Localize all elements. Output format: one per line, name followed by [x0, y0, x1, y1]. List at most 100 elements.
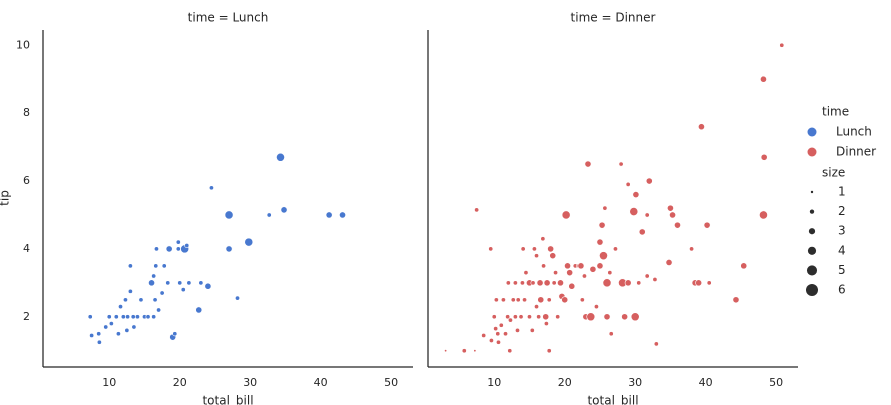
- point: [557, 279, 564, 287]
- x-tick-label: 50: [769, 376, 783, 389]
- point: [165, 280, 171, 286]
- point: [493, 297, 499, 303]
- x-tick-label: 40: [699, 376, 713, 389]
- x-tick-label: 40: [314, 376, 328, 389]
- point: [488, 246, 494, 252]
- point: [505, 280, 511, 286]
- point: [276, 152, 285, 162]
- panel-title: time = Lunch: [188, 11, 269, 25]
- x-axis-label: total_bill: [587, 394, 638, 405]
- point: [759, 210, 768, 220]
- point: [153, 263, 159, 269]
- point: [530, 280, 536, 286]
- point: [553, 270, 559, 276]
- point: [698, 123, 705, 131]
- point: [491, 314, 497, 320]
- point: [152, 297, 158, 303]
- point: [546, 348, 552, 354]
- legend-label: 6: [838, 283, 846, 297]
- y-tick-label: 8: [23, 106, 30, 119]
- point: [500, 297, 506, 303]
- point: [175, 246, 181, 252]
- point: [165, 245, 173, 253]
- legend-label: 4: [838, 243, 846, 257]
- point: [703, 221, 711, 229]
- point: [531, 246, 537, 252]
- point: [186, 280, 192, 286]
- point: [493, 326, 499, 332]
- point: [125, 314, 131, 320]
- legend-label: 1: [838, 185, 846, 199]
- point: [96, 339, 102, 345]
- point: [608, 331, 614, 337]
- legend-title: size: [822, 166, 845, 180]
- point: [732, 296, 740, 304]
- point: [549, 252, 557, 260]
- legend-size-marker: [808, 228, 816, 235]
- legend-marker: [807, 127, 817, 137]
- point: [151, 273, 157, 279]
- point: [507, 317, 513, 323]
- point: [225, 245, 233, 253]
- point: [638, 228, 646, 236]
- point: [124, 327, 130, 333]
- point: [507, 348, 513, 354]
- point: [561, 210, 571, 220]
- point: [122, 297, 128, 303]
- point: [645, 177, 653, 185]
- point: [522, 297, 528, 303]
- point: [89, 332, 95, 338]
- point: [543, 279, 551, 287]
- point: [607, 270, 613, 276]
- x-tick-label: 50: [384, 376, 398, 389]
- point: [598, 221, 606, 229]
- point: [546, 297, 552, 303]
- point: [339, 211, 346, 219]
- point: [115, 331, 121, 337]
- point: [505, 314, 511, 320]
- x-tick-label: 20: [173, 376, 187, 389]
- point: [204, 282, 212, 290]
- point: [740, 262, 748, 270]
- y-tick-label: 10: [16, 38, 30, 51]
- point: [586, 312, 596, 322]
- point: [551, 280, 557, 286]
- legend-size-marker: [810, 190, 814, 194]
- x-tick-label: 30: [628, 376, 642, 389]
- point: [603, 313, 611, 321]
- point: [198, 280, 204, 286]
- x-tick-label: 30: [243, 376, 257, 389]
- point: [224, 210, 234, 220]
- point: [461, 348, 467, 354]
- point: [512, 314, 518, 320]
- point: [488, 338, 494, 343]
- point: [543, 321, 549, 327]
- point: [593, 304, 599, 310]
- point: [503, 331, 508, 337]
- point: [536, 279, 544, 287]
- point: [159, 290, 165, 296]
- point: [695, 279, 703, 287]
- point: [120, 314, 126, 320]
- point: [515, 297, 521, 303]
- y-tick-label: 6: [23, 174, 30, 187]
- legend-size-marker: [806, 284, 818, 296]
- point: [564, 262, 571, 270]
- point: [547, 245, 555, 253]
- point: [625, 181, 631, 187]
- point: [131, 324, 137, 330]
- point: [474, 207, 480, 213]
- point: [541, 263, 547, 269]
- point: [566, 269, 574, 277]
- point: [599, 251, 608, 261]
- point: [175, 239, 181, 245]
- point: [145, 314, 151, 320]
- point: [584, 160, 592, 168]
- point: [106, 314, 112, 320]
- legend-title: time: [822, 105, 849, 119]
- point: [96, 331, 102, 337]
- point: [515, 327, 520, 333]
- y-axis-label: tip: [0, 190, 12, 206]
- legend-label: 5: [838, 263, 846, 277]
- point: [624, 279, 632, 287]
